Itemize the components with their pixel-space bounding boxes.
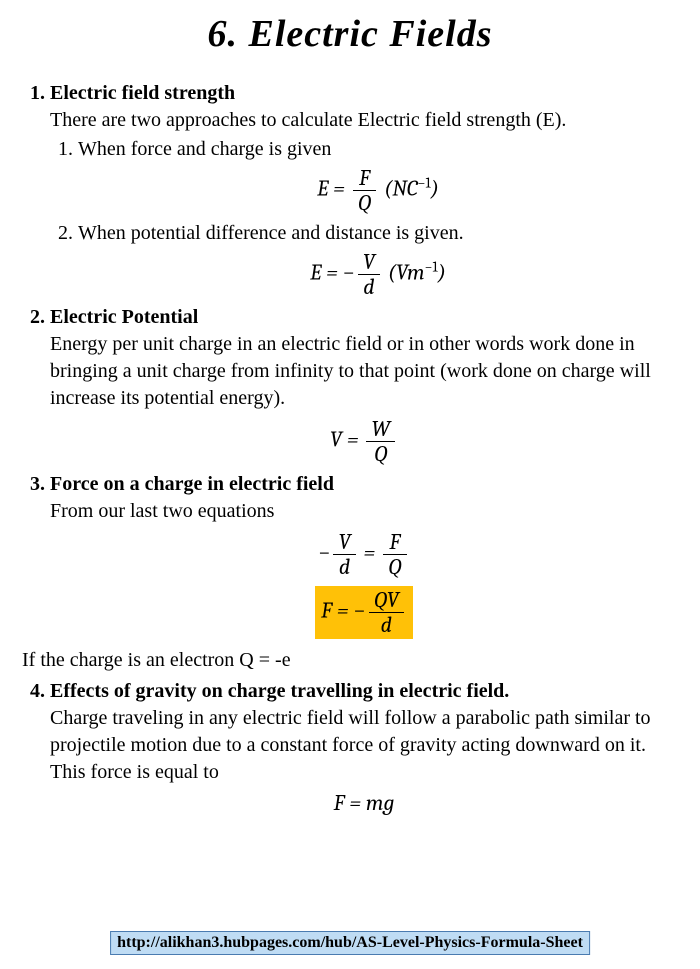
equation-3a: −Vd = FQ xyxy=(50,531,678,578)
equation-1-2: E = −Vd (Vm−1) xyxy=(78,251,678,298)
section-3-heading: Force on a charge in electric field xyxy=(50,473,334,495)
section-3-body: From our last two equations xyxy=(50,498,678,525)
section-4-body: Charge traveling in any electric field w… xyxy=(50,705,678,786)
equation-4: F = mg xyxy=(50,792,678,814)
section-1-sublist: When force and charge is given E = FQ (N… xyxy=(50,138,678,298)
equation-3b: F = −QVd xyxy=(50,586,678,639)
section-list: Electric field strength There are two ap… xyxy=(22,82,678,814)
section-2: Electric Potential Energy per unit charg… xyxy=(50,306,678,465)
page-title: 6. Electric Fields xyxy=(22,12,678,56)
section-1-heading: Electric field strength xyxy=(50,82,235,104)
section-1-intro: There are two approaches to calculate El… xyxy=(50,107,678,134)
section-2-body: Energy per unit charge in an electric fi… xyxy=(50,331,678,412)
equation-2: V = WQ xyxy=(50,418,678,465)
section-4-heading: Effects of gravity on charge travelling … xyxy=(50,680,509,702)
footer-url[interactable]: http://alikhan3.hubpages.com/hub/AS-Leve… xyxy=(110,931,590,955)
equation-1-1: E = FQ (NC−1) xyxy=(78,167,678,214)
sub-1-1: When force and charge is given E = FQ (N… xyxy=(78,138,678,214)
section-4: Effects of gravity on charge travelling … xyxy=(50,680,678,814)
section-1: Electric field strength There are two ap… xyxy=(50,82,678,298)
sub-1-1-text: When force and charge is given xyxy=(78,138,331,160)
sub-1-2-text: When potential difference and distance i… xyxy=(78,222,464,244)
section-3: Force on a charge in electric field From… xyxy=(50,473,678,674)
sub-1-2: When potential difference and distance i… xyxy=(78,222,678,298)
section-2-heading: Electric Potential xyxy=(50,306,198,328)
section-3-after: If the charge is an electron Q = -e xyxy=(22,647,678,674)
